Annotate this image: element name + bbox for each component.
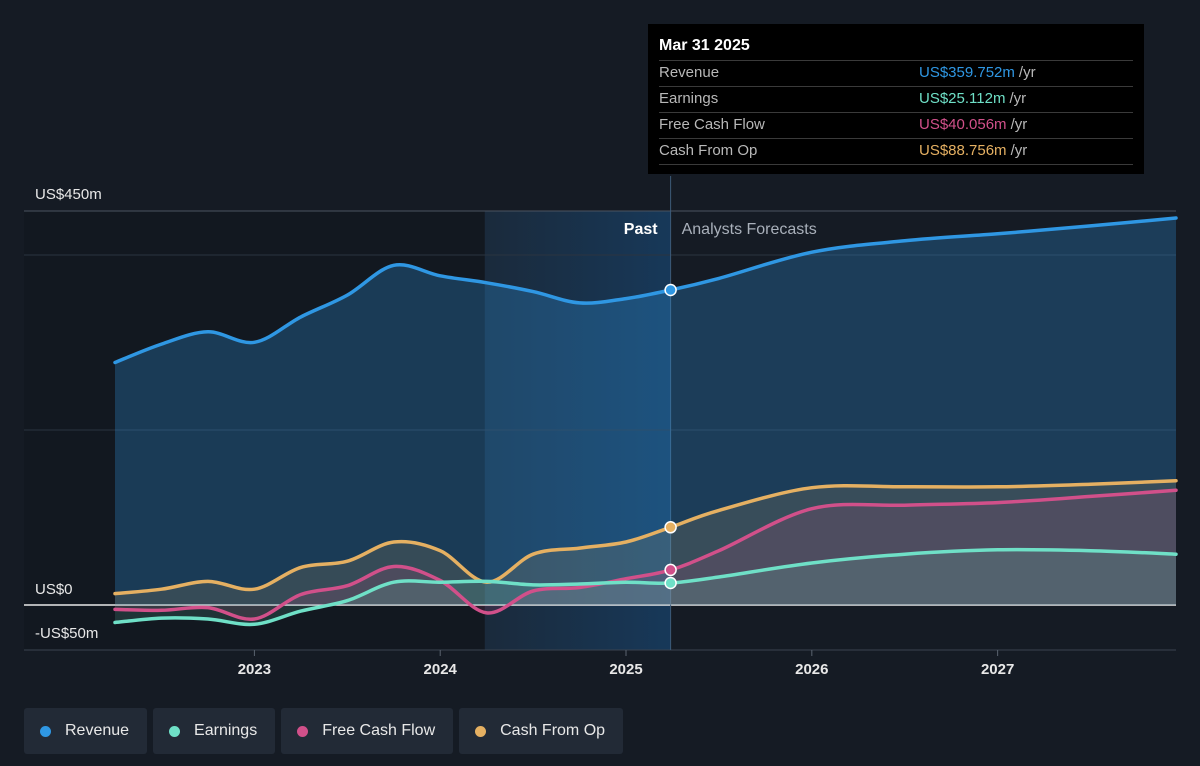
chart-labels: US$450m US$0 -US$50m 2023 2024 2025 2026 2027 Pa… (35, 186, 1014, 678)
revenue-marker (664, 283, 677, 297)
legend-label: Earnings (194, 722, 258, 739)
cash-from-op-marker (664, 521, 677, 534)
legend-item-earnings[interactable]: Earnings (153, 708, 276, 754)
earnings-area (115, 549, 1176, 625)
tooltip-value: US$359.752m (919, 64, 1015, 81)
y-tick-label: US$450m (35, 186, 102, 203)
series-lines (113, 216, 1178, 627)
cash-from-op-area (115, 480, 1176, 605)
y-tick-label: US$0 (35, 581, 73, 598)
chart-legend: Revenue Earnings Free Cash Flow Cash Fro… (24, 708, 624, 754)
legend-label: Free Cash Flow (322, 722, 436, 739)
tooltip-value: US$25.112m (919, 90, 1006, 107)
tooltip-unit: /yr (1010, 142, 1028, 159)
tooltip-value: US$88.756m (919, 142, 1007, 159)
earnings-marker (664, 576, 677, 590)
x-tick-label: 2025 (609, 661, 642, 678)
tooltip-row-earnings: Earnings US$25.112m /yr (659, 86, 1133, 112)
free-cash-flow-marker (664, 563, 677, 577)
x-tick-label: 2024 (424, 661, 458, 678)
series-end-markers (664, 283, 677, 590)
y-tick-label: -US$50m (35, 625, 98, 642)
earnings-line (113, 547, 1178, 627)
legend-dot-icon (40, 725, 51, 737)
tooltip-label: Earnings (659, 90, 719, 107)
tooltip-date: Mar 31 2025 (659, 37, 750, 54)
tooltip-label: Revenue (659, 64, 720, 81)
tooltip-unit: /yr (1010, 116, 1028, 133)
tooltip-label: Cash From Op (659, 142, 758, 159)
legend-label: Cash From Op (500, 722, 606, 739)
past-label: Past (624, 221, 658, 238)
hover-tooltip: Mar 31 2025 Revenue US$359.752m /yr Earn… (648, 24, 1144, 174)
legend-item-cash-from-op[interactable]: Cash From Op (459, 708, 624, 754)
legend-item-free-cash-flow[interactable]: Free Cash Flow (281, 708, 454, 754)
legend-dot-icon (297, 725, 309, 737)
tooltip-label: Free Cash Flow (659, 116, 765, 133)
x-tick-label: 2027 (981, 661, 1014, 678)
tooltip-value: US$40.056m (919, 116, 1007, 133)
x-tick-label: 2026 (795, 661, 828, 678)
legend-item-revenue[interactable]: Revenue (24, 708, 148, 754)
legend-dot-icon (169, 725, 181, 737)
free-cash-flow-line (113, 488, 1178, 621)
forecast-label: Analysts Forecasts (682, 221, 817, 238)
tooltip-row-free-cash-flow: Free Cash Flow US$40.056m /yr (659, 112, 1133, 138)
cash-from-op-line (113, 478, 1178, 596)
revenue-line (113, 216, 1178, 365)
tooltip-row-cash-from-op: Cash From Op US$88.756m /yr (659, 138, 1133, 165)
revenue-area (115, 218, 1176, 605)
tooltip-unit: /yr (1009, 90, 1027, 107)
tooltip-row-revenue: Revenue US$359.752m /yr (659, 60, 1133, 86)
legend-dot-icon (475, 725, 487, 737)
x-tick-label: 2023 (238, 661, 271, 678)
legend-label: Revenue (65, 722, 130, 739)
tooltip-unit: /yr (1018, 64, 1036, 81)
